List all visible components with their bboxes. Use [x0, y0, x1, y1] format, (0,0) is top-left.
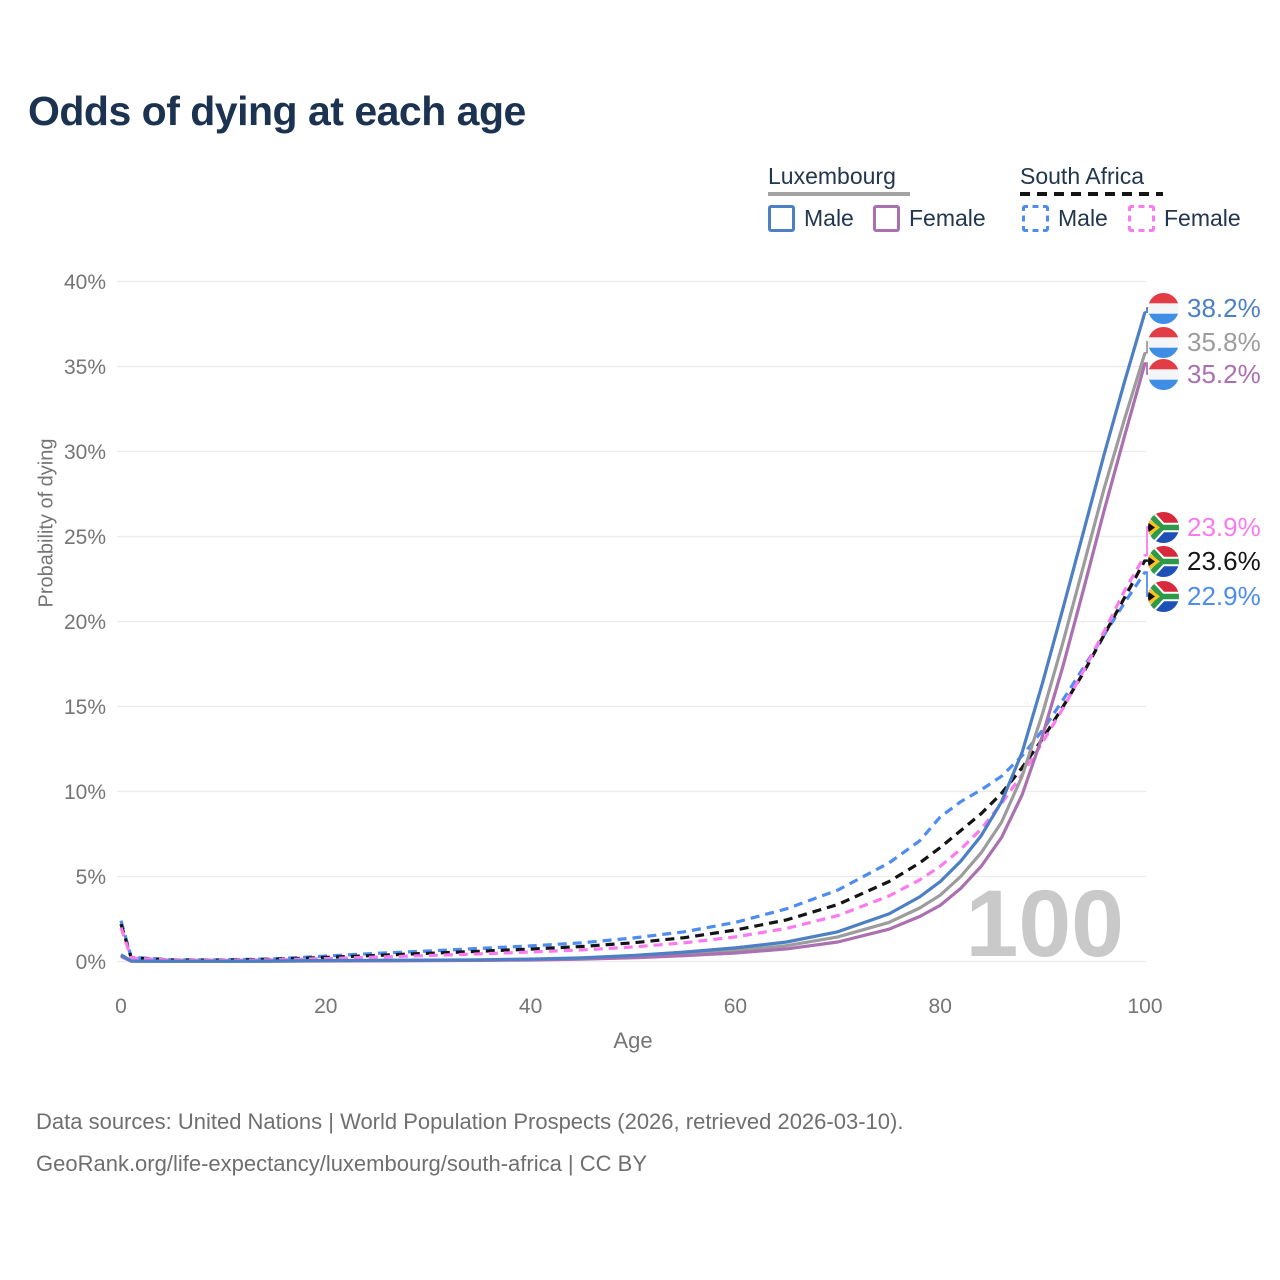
footer-attribution: GeoRank.org/life-expectancy/luxembourg/s… [36, 1151, 647, 1176]
end-label-value: 23.6% [1187, 545, 1261, 576]
y-tick-label: 40% [64, 271, 106, 294]
x-axis-title: Age [613, 1028, 653, 1053]
y-tick-label: 35% [64, 356, 106, 379]
x-tick-label: 40 [519, 995, 542, 1018]
luxembourg-flag-icon [1148, 326, 1179, 358]
legend-item-label: Male [1058, 205, 1108, 231]
luxembourg-female-swatch-icon [873, 205, 900, 232]
end-label-lux-male: 38.2% [1148, 292, 1261, 324]
end-label-lux-female: 35.2% [1148, 358, 1261, 390]
y-tick-label: 15% [64, 696, 106, 719]
legend-item-luxembourg-female[interactable]: Female [873, 205, 986, 232]
end-label-lux-total: 35.8% [1148, 326, 1261, 358]
legend-group-luxembourg[interactable]: Luxembourg [768, 163, 896, 189]
y-tick-label: 30% [64, 441, 106, 464]
luxembourg-flag-icon [1148, 358, 1179, 390]
south-africa-flag-icon [1148, 545, 1179, 577]
south-africa-flag-icon [1148, 580, 1179, 612]
end-label-za-female: 23.9% [1148, 511, 1261, 543]
y-tick-label: 5% [76, 866, 106, 889]
end-label-value: 23.9% [1187, 511, 1261, 542]
legend-item-label: Female [909, 205, 986, 231]
end-label-value: 35.8% [1187, 326, 1261, 357]
legend-item-south-africa-female[interactable]: Female [1128, 205, 1241, 232]
legend-item-label: Female [1164, 205, 1241, 231]
y-tick-label: 25% [64, 526, 106, 549]
y-tick-label: 10% [64, 781, 106, 804]
legend-south-africa-line-sample [1020, 192, 1163, 196]
legend-item-luxembourg-male[interactable]: Male [768, 205, 854, 232]
luxembourg-male-swatch-icon [768, 205, 795, 232]
x-tick-label: 100 [1127, 995, 1162, 1018]
end-label-value: 35.2% [1187, 358, 1261, 389]
end-label-value: 38.2% [1187, 292, 1261, 323]
south-africa-flag-icon [1148, 511, 1179, 543]
y-tick-label: 20% [64, 611, 106, 634]
legend-item-south-africa-male[interactable]: Male [1022, 205, 1108, 232]
x-tick-label: 60 [724, 995, 747, 1018]
footer-data-sources: Data sources: United Nations | World Pop… [36, 1109, 904, 1134]
y-axis-title: Probability of dying [35, 438, 58, 608]
axis-watermark: 100 [965, 871, 1124, 977]
south-africa-female-swatch-icon [1128, 205, 1155, 232]
legend-group-south-africa[interactable]: South Africa [1020, 163, 1145, 189]
series-line-za-total [119, 559, 1147, 962]
legend-luxembourg-line-sample [768, 192, 910, 196]
series-line-lux-male [120, 311, 1147, 963]
x-tick-label: 0 [115, 995, 127, 1018]
page-title: Odds of dying at each age [28, 88, 526, 134]
legend-item-label: Male [804, 205, 854, 231]
luxembourg-flag-icon [1148, 292, 1179, 324]
x-tick-label: 80 [929, 995, 952, 1018]
end-label-za-male: 22.9% [1148, 580, 1261, 612]
x-tick-label: 20 [314, 995, 337, 1018]
end-label-za-total: 23.6% [1148, 545, 1261, 577]
end-label-value: 22.9% [1187, 580, 1261, 611]
south-africa-male-swatch-icon [1022, 205, 1049, 232]
y-tick-label: 0% [76, 951, 106, 974]
